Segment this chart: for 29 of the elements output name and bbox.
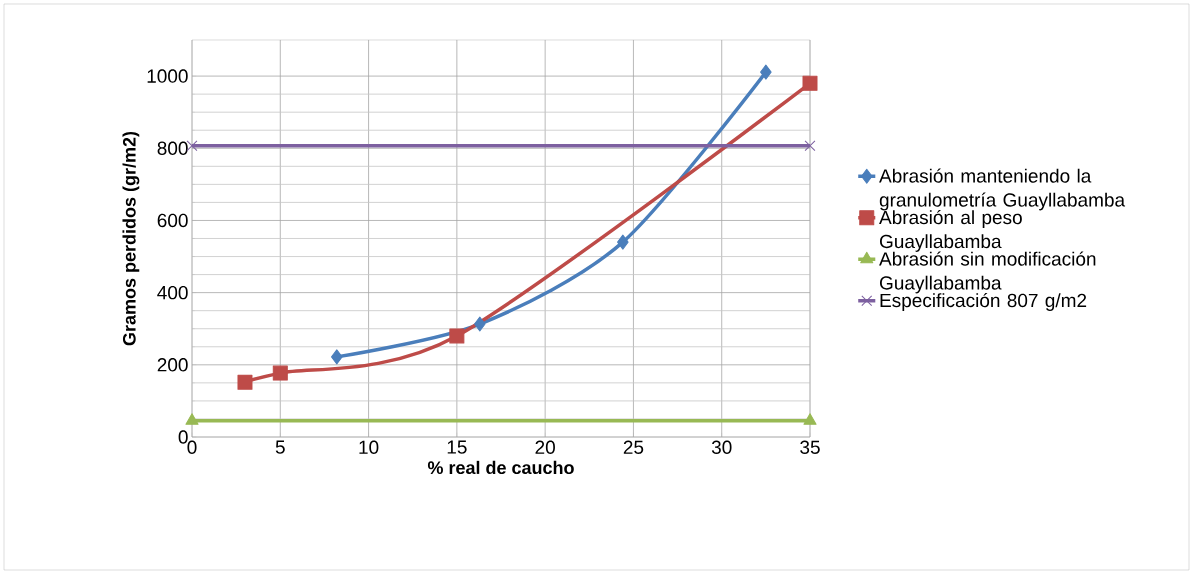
y-tick-label: 0 — [178, 430, 188, 444]
x-tick-label: 0 — [187, 440, 197, 454]
x-tick-label: 10 — [359, 440, 379, 454]
legend-label: Abrasión al peso Guayllabamba — [879, 210, 1022, 252]
point — [617, 234, 629, 250]
y-tick-label: 200 — [157, 358, 188, 372]
x-tick-label: 25 — [623, 440, 644, 454]
legend-label: Abrasión manteniendo la granulometría Guayllabamba — [879, 168, 1126, 211]
point — [237, 374, 253, 390]
legend-label: Abrasión sin modificación Guayllabamba — [879, 251, 1096, 294]
y-tick-label: 800 — [157, 141, 188, 155]
y-axis-title: Gramos perdidos (gr/m2) — [122, 131, 140, 346]
point — [331, 349, 343, 365]
point — [272, 365, 288, 381]
point — [802, 75, 818, 91]
x-tick-label: 35 — [800, 440, 820, 454]
y-tick-label: 400 — [157, 285, 188, 300]
point — [804, 140, 816, 152]
y-tick-label: 1000 — [147, 69, 188, 83]
y-tick-label: 600 — [157, 213, 188, 228]
point — [760, 64, 772, 80]
point — [474, 316, 486, 332]
x-tick-label: 20 — [535, 440, 555, 454]
x-axis-title: % real de caucho — [427, 460, 574, 475]
x-tick-label: 30 — [711, 440, 732, 454]
x-tick-label: 5 — [275, 440, 285, 454]
legend-label: Especificación 807 g/m2 — [880, 292, 1087, 311]
point — [449, 328, 465, 344]
x-tick-label: 15 — [447, 440, 467, 454]
